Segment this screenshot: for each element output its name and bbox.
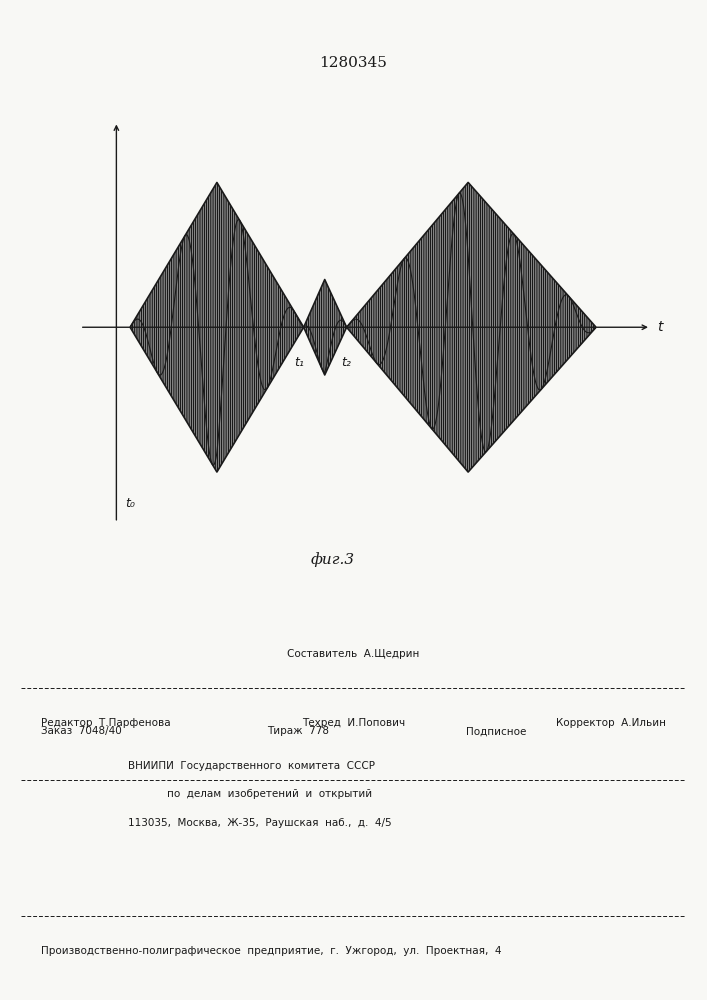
Text: Техред  И.Попович: Техред И.Попович <box>302 718 405 728</box>
Text: 113035,  Москва,  Ж-35,  Раушская  наб.,  д.  4/5: 113035, Москва, Ж-35, Раушская наб., д. … <box>127 818 391 828</box>
Text: t₁: t₁ <box>294 356 304 369</box>
Text: t₂: t₂ <box>341 356 351 369</box>
Text: Составитель  А.Щедрин: Составитель А.Щедрин <box>287 649 420 659</box>
Text: 1280345: 1280345 <box>320 56 387 70</box>
Text: Производственно-полиграфическое  предприятие,  г.  Ужгород,  ул.  Проектная,  4: Производственно-полиграфическое предприя… <box>41 946 502 956</box>
Text: Заказ  7048/40: Заказ 7048/40 <box>41 726 122 736</box>
Text: t₀: t₀ <box>126 497 136 510</box>
Text: Тираж  778: Тираж 778 <box>267 726 329 736</box>
Text: фиг.3: фиг.3 <box>310 553 354 567</box>
Text: t: t <box>658 320 662 334</box>
Text: ВНИИПИ  Государственного  комитета  СССР: ВНИИПИ Государственного комитета СССР <box>127 761 375 771</box>
Text: Редактор  Т.Парфенова: Редактор Т.Парфенова <box>41 718 171 728</box>
Text: Подписное: Подписное <box>467 726 527 736</box>
Text: по  делам  изобретений  и  открытий: по делам изобретений и открытий <box>168 789 373 799</box>
Text: Корректор  А.Ильин: Корректор А.Ильин <box>556 718 666 728</box>
